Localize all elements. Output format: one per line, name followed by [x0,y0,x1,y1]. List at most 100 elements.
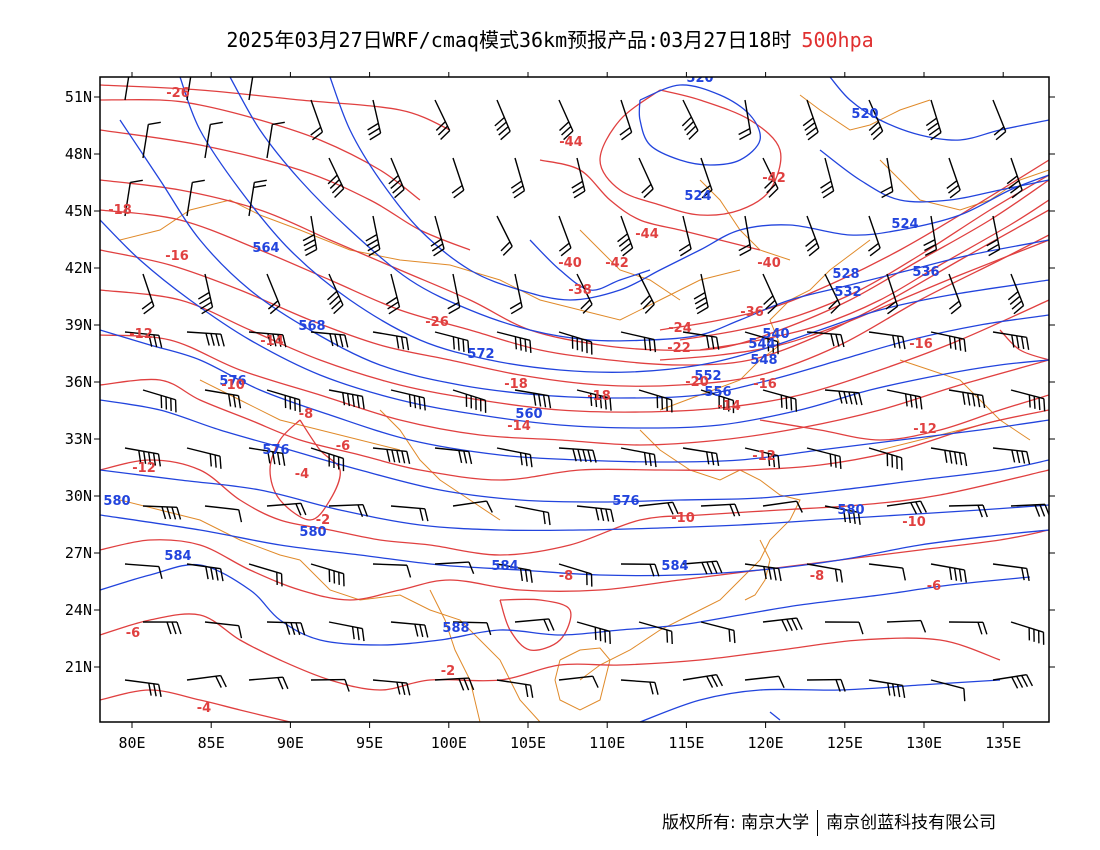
wind-barb [868,679,906,698]
footer-divider [817,810,819,836]
wind-barb [925,99,942,141]
wind-barb [948,273,962,315]
temperature-contour [679,174,1049,341]
height-contour [100,514,1049,577]
height-contour [819,149,1049,203]
wind-barb [310,447,345,472]
lon-label: 125E [827,734,863,752]
wind-barb [141,273,155,315]
temperature-contour [100,98,421,201]
temperature-label: -26 [166,86,190,101]
wind-barb [124,179,143,217]
lat-label: 39N [65,316,92,334]
lon-label: 90E [277,734,304,752]
wind-barb [248,563,283,587]
wind-barb [744,563,782,582]
temperature-label: -26 [425,315,449,330]
height-contour [100,399,1049,503]
wind-barb [266,621,306,636]
wind-barb [948,504,988,518]
height-label: 580 [299,525,326,540]
wind-barb [806,447,842,470]
wind-barb [328,621,365,642]
wind-barb [824,389,863,406]
wind-barb [992,99,1007,141]
lon-label: 110E [589,734,625,752]
temperature-label: -18 [108,203,132,218]
wind-barb [744,447,780,469]
wind-barb [248,676,289,690]
wind-barb [365,215,381,257]
wind-barb [558,331,593,355]
wind-barb [738,215,752,257]
wind-barb [806,563,843,583]
wind-barb [390,621,429,638]
height-contour [529,239,651,291]
temperature-label: -6 [126,626,140,641]
wind-barb [923,215,938,257]
height-label: 560 [515,407,542,422]
height-label: 588 [442,621,469,636]
temperature-contour [599,89,782,216]
wind-barb [124,563,163,579]
wind-barb [142,621,182,635]
title-level: 500hpa [801,28,874,52]
temperature-label: -18 [587,389,611,404]
wind-barb [328,389,365,409]
height-contour [100,329,1049,463]
temperature-label: -8 [559,569,573,584]
lat-label: 42N [65,259,92,277]
wind-barb [682,674,724,688]
height-label: 548 [750,353,777,368]
wind-barb [992,331,1030,350]
wind-barb [186,563,224,582]
wind-barb [328,503,369,517]
temperature-contour [100,689,291,722]
wind-barb [992,447,1031,465]
height-label: 532 [834,285,861,300]
lat-label: 24N [65,601,92,619]
wind-barb [880,157,894,199]
height-label: 520 [686,71,713,86]
copyright-text: 版权所有: 南京大学 [662,813,810,833]
height-label: 556 [704,385,731,400]
wind-barb [496,447,533,468]
wind-barb [682,331,720,350]
wind-barb [451,157,465,199]
temperature-labels: -26 -18 -16 -14 -12 -12 -10 -8 -6 -4 -2 -44 -44 -42 -4… [108,86,941,716]
wind-barb [434,99,451,140]
lon-label: 130E [906,734,942,752]
wind-barb [886,389,923,410]
temperature-label: -40 [757,256,781,271]
temperature-label: -42 [605,256,629,271]
wind-barb [302,215,318,257]
temperature-contour [100,529,1049,601]
wind-barb [124,679,162,698]
wind-barb [434,447,473,465]
temperature-label: -10 [902,515,926,530]
wind-barb [571,157,586,199]
coastline [799,94,931,131]
wind-barb [638,501,679,515]
lon-label: 100E [431,734,467,752]
coastline [429,589,481,722]
wind-barb [620,679,659,695]
wind-barb [619,99,633,141]
temperature-contour [759,394,1049,441]
height-contour [100,469,1049,532]
wind-barb [310,331,349,348]
lat-label: 48N [65,145,92,163]
temperature-label: -12 [129,327,153,342]
wind-barb [681,99,699,140]
height-label: 552 [694,369,721,384]
wind-barb [762,273,778,315]
coastline [119,499,301,561]
wind-barb [762,157,779,198]
wind-barb [868,447,903,471]
height-label: 540 [762,327,789,342]
wind-barb [388,157,405,199]
height-label: 576 [262,443,289,458]
height-label: 524 [684,189,711,204]
wind-barb [824,621,864,635]
